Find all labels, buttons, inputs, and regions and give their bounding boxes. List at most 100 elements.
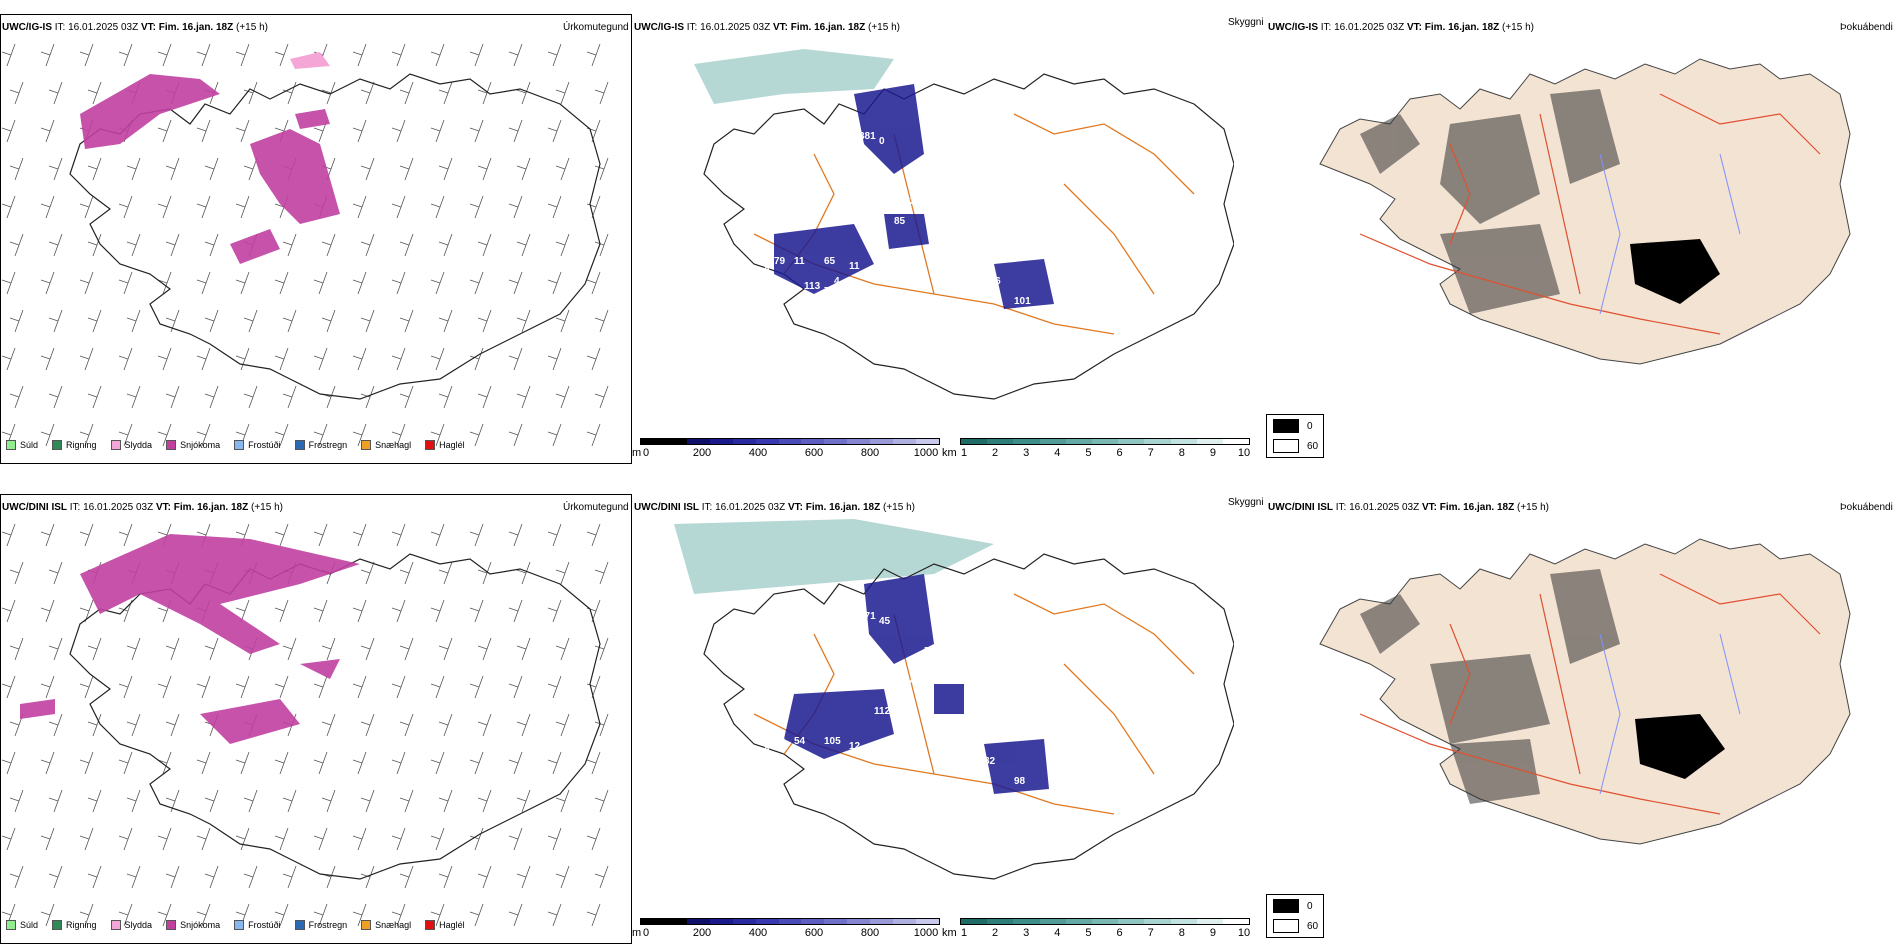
wind-barb bbox=[399, 713, 414, 737]
wind-barb bbox=[282, 309, 297, 333]
wind-barb bbox=[1, 119, 16, 143]
wind-barb bbox=[508, 347, 523, 371]
wind-barb bbox=[9, 385, 24, 409]
ceiling-colorbar: m 0 200 400 600 800 1000 bbox=[632, 918, 940, 942]
wind-barb bbox=[430, 827, 445, 851]
ceiling-value-label: 9 bbox=[764, 746, 770, 757]
colorbar-tick: 0 bbox=[642, 927, 650, 939]
colorbar-tick: 10 bbox=[1237, 447, 1251, 459]
colorbar-tick: 600 bbox=[804, 447, 824, 459]
fog-key: 0 60 bbox=[1266, 414, 1324, 458]
ceiling-colorbar-bar bbox=[640, 438, 940, 445]
wind-barb bbox=[87, 865, 102, 889]
fog-panel-title: Þokuábendi bbox=[1840, 502, 1893, 513]
wind-barb bbox=[165, 865, 180, 889]
wind-barb bbox=[118, 271, 133, 295]
ceiling-value-label: 259 bbox=[934, 626, 951, 637]
ceiling-value-label: 32 bbox=[824, 766, 836, 777]
wind-barb bbox=[274, 523, 289, 547]
wind-barb bbox=[594, 309, 609, 333]
fog-key: 0 60 bbox=[1266, 894, 1324, 938]
wind-barb bbox=[40, 599, 55, 623]
ceiling-value-label: 11 bbox=[954, 756, 965, 767]
wind-barb bbox=[196, 347, 211, 371]
wind-barb bbox=[48, 865, 63, 889]
wind-barb bbox=[118, 827, 133, 851]
colorbar-tick: 3 bbox=[1023, 447, 1030, 459]
ceiling-areas bbox=[774, 84, 1054, 309]
colorbar-tick: 2 bbox=[992, 447, 999, 459]
wind-barb bbox=[399, 157, 414, 181]
wind-barb bbox=[165, 713, 180, 737]
wind-barb bbox=[282, 789, 297, 813]
wind-barb bbox=[547, 599, 562, 623]
wind-barb bbox=[586, 271, 601, 295]
legend-item: Slydda bbox=[110, 440, 152, 450]
wind-barb bbox=[118, 43, 133, 67]
wind-barb bbox=[157, 119, 172, 143]
dense-fog-area bbox=[1630, 239, 1720, 304]
ceiling-value-label: 171 bbox=[859, 611, 876, 622]
wind-barb bbox=[118, 751, 133, 775]
wind-barb bbox=[274, 599, 289, 623]
wind-barb bbox=[126, 309, 141, 333]
wind-barb bbox=[430, 119, 445, 143]
colorbar-tick: 400 bbox=[748, 927, 768, 939]
wind-barb bbox=[586, 675, 601, 699]
wind-barb bbox=[399, 561, 414, 585]
colorbar-tick: 7 bbox=[1147, 447, 1154, 459]
wind-barb bbox=[282, 637, 297, 661]
wind-barb bbox=[40, 271, 55, 295]
ceiling-value-label: 101 bbox=[1014, 296, 1031, 307]
wind-barb bbox=[196, 423, 211, 447]
precip-panel-frame bbox=[0, 14, 632, 464]
wind-barb bbox=[469, 43, 484, 67]
ceiling-value-label: 79 bbox=[774, 256, 786, 267]
wind-barb bbox=[282, 81, 297, 105]
iceland-land bbox=[1319, 538, 1851, 845]
colorbar-tick: 7 bbox=[1147, 927, 1154, 939]
wind-barb bbox=[547, 827, 562, 851]
wind-barb bbox=[586, 827, 601, 851]
wind-barb bbox=[87, 309, 102, 333]
legend-item: Súld bbox=[6, 440, 38, 450]
wind-barb bbox=[235, 347, 250, 371]
wind-barb bbox=[157, 195, 172, 219]
legend-swatch bbox=[294, 920, 305, 930]
colorbar-tick: 9 bbox=[1209, 927, 1216, 939]
wind-barb bbox=[274, 423, 289, 447]
wind-barb bbox=[516, 81, 531, 105]
wind-barb bbox=[547, 195, 562, 219]
ceiling-value-label: 71 bbox=[964, 201, 976, 212]
wind-barb bbox=[352, 347, 367, 371]
wind-barb bbox=[508, 751, 523, 775]
wind-barb bbox=[204, 233, 219, 257]
wind-barb bbox=[516, 385, 531, 409]
legend-item: Haglél bbox=[425, 920, 465, 930]
fog-map bbox=[1319, 58, 1851, 365]
wind-barb bbox=[1, 195, 16, 219]
wind-barb bbox=[438, 789, 453, 813]
wind-barb bbox=[360, 637, 375, 661]
legend-item: Frostúði bbox=[234, 920, 281, 930]
wind-barb bbox=[235, 195, 250, 219]
wind-barb bbox=[157, 43, 172, 67]
wind-barb bbox=[196, 43, 211, 67]
wind-barbs bbox=[1, 43, 609, 447]
legend-swatch bbox=[52, 920, 63, 930]
wind-barb bbox=[313, 903, 328, 927]
wind-barb bbox=[274, 675, 289, 699]
wind-barb bbox=[469, 903, 484, 927]
wind-barb bbox=[157, 423, 172, 447]
precip-map bbox=[1, 523, 609, 927]
ceiling-value-label: 201 bbox=[934, 146, 951, 157]
wind-barb bbox=[391, 423, 406, 447]
wind-barb bbox=[477, 865, 492, 889]
wind-barb bbox=[118, 903, 133, 927]
legend-item: Frostregn bbox=[294, 920, 347, 930]
ceiling-value-label: 32 bbox=[964, 681, 976, 692]
wind-barb bbox=[477, 157, 492, 181]
wind-barb bbox=[430, 523, 445, 547]
wind-barb bbox=[165, 157, 180, 181]
wind-barb bbox=[321, 789, 336, 813]
